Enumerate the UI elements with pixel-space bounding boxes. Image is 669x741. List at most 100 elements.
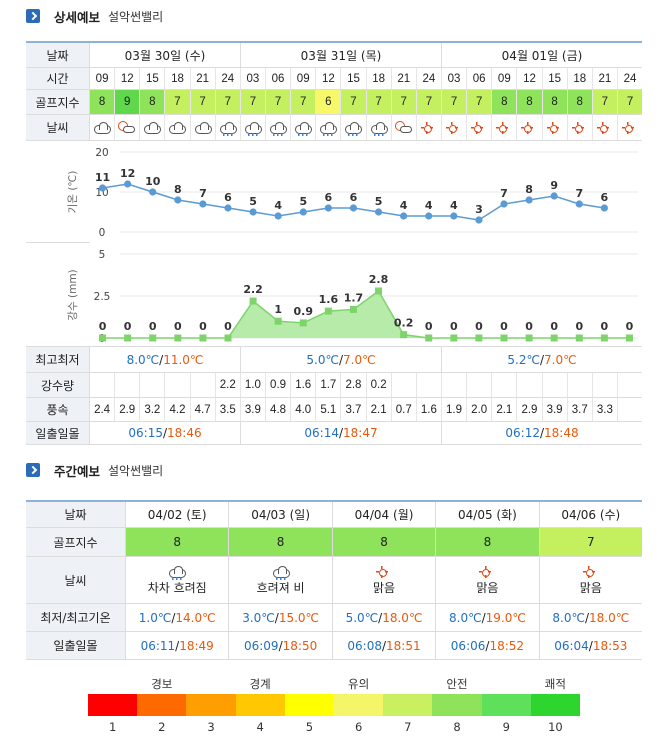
weekly-weather-cell: 맑음 xyxy=(436,557,540,603)
legend-swatch xyxy=(481,694,531,716)
golf-index-cell: 7 xyxy=(291,90,317,114)
sun-icon xyxy=(445,121,463,135)
weekly-min-temp: 8.0℃ xyxy=(552,610,585,625)
rain-point xyxy=(525,334,533,342)
day-header-2: 04월 01일 (금) xyxy=(501,48,583,63)
rain-snow-icon xyxy=(168,565,186,580)
time-cell: 21 xyxy=(392,68,417,89)
rain-amount-cell: 2.2 xyxy=(216,373,241,397)
separator: / xyxy=(175,638,180,653)
golf-index-cell: 8 xyxy=(90,90,116,114)
wind-cell: 2.4 xyxy=(90,398,116,421)
temp-point xyxy=(425,212,433,220)
legend-swatch xyxy=(186,694,236,716)
rain-value-label: 0 xyxy=(149,320,157,333)
sun-icon xyxy=(470,121,488,135)
rain-point xyxy=(425,334,433,342)
section-arrow-icon xyxy=(26,463,40,477)
separator: / xyxy=(171,610,176,625)
temp-value-label: 4 xyxy=(425,199,433,212)
wind-label: 풍속 xyxy=(26,398,90,421)
rain-amount-cell xyxy=(417,373,442,397)
rain-amount-cell xyxy=(165,373,191,397)
detail-forecast-table: 날짜 03월 30일 (수) 03월 31일 (목) 04월 01일 (금) 시간 … xyxy=(26,41,643,141)
weekly-min-temp: 5.0℃ xyxy=(345,610,379,625)
temp-point xyxy=(124,180,132,188)
wind-cell: 2.0 xyxy=(467,398,493,421)
minmax-cells: 8.0℃/11.0℃ 5.0℃/7.0℃ 5.2℃/7.0℃ xyxy=(90,347,642,372)
weekly-forecast-table: 날짜 04/02 (토) 04/03 (일) 04/04 (월) 04/05 (화) 0… xyxy=(26,500,643,660)
rain-value-label: 1.6 xyxy=(319,293,339,306)
time-cell: 03 xyxy=(442,68,468,89)
weekly-sun-row: 일출일몰 06:11/18:49 06:09/18:50 06:08/18:51 06… xyxy=(26,632,642,660)
golf-index-cell: 7 xyxy=(592,90,618,114)
weather-cell xyxy=(417,115,442,140)
rain-point xyxy=(625,334,633,342)
golf-index-cell: 7 xyxy=(190,90,216,114)
weather-cell xyxy=(341,115,367,140)
time-cell: 12 xyxy=(517,68,543,89)
rain-point xyxy=(249,297,257,305)
weekly-weather-row: 날씨 차차 흐려짐 흐려져 비 맑음 맑음 맑음 xyxy=(26,557,642,604)
temp-point xyxy=(475,216,483,224)
weekly-date-cell: 04/02 (토) xyxy=(126,502,230,527)
rain-amount-cell: 0.2 xyxy=(367,373,392,397)
rain-area xyxy=(102,290,630,338)
time-cell: 24 xyxy=(216,68,241,89)
temp-point xyxy=(274,212,282,220)
minmax-row: 최고최저 8.0℃/11.0℃ 5.0℃/7.0℃ 5.2℃/7.0℃ xyxy=(26,347,642,373)
wind-row: 풍속 2.4 2.9 3.2 4.2 4.7 3.5 3.9 4.8 4.0 5.1 3.7 2.1 0… xyxy=(26,398,642,422)
legend-category: 안전 xyxy=(446,677,468,691)
rain-value-label: 0.2 xyxy=(394,317,414,330)
weekly-max-temp: 14.0℃ xyxy=(175,610,216,625)
rain-point xyxy=(450,334,458,342)
weekly-place: 설악썬밸리 xyxy=(108,463,164,478)
rain-point xyxy=(274,317,282,325)
golf-index-cell: 7 xyxy=(467,90,493,114)
rain-chart: 5 2.5 0 강수 (mm) 0 0 0 0 0 0 2.2 1 0.9 1.6 1.7 2.8 0.2 0 0 0… xyxy=(26,243,642,347)
weather-cell xyxy=(568,115,593,140)
rain-value-label: 2.8 xyxy=(369,273,389,286)
weekly-golf-cell: 8 xyxy=(436,528,540,556)
date-row: 날짜 03월 30일 (수) 03월 31일 (목) 04월 01일 (금) xyxy=(26,43,642,68)
temp-point xyxy=(525,196,533,204)
temp-point xyxy=(374,208,383,216)
temp-tick-label: 0 xyxy=(99,227,106,239)
time-cell: 15 xyxy=(341,68,367,89)
rain-icon xyxy=(219,121,237,136)
rain-amount-cell xyxy=(467,373,493,397)
golf-index-cell: 7 xyxy=(341,90,367,114)
rain-amount-cell xyxy=(492,373,518,397)
weekly-date-cell: 04/05 (화) xyxy=(436,502,540,527)
rain-point xyxy=(550,334,558,342)
weekly-date-cell: 04/06 (수) xyxy=(561,508,621,522)
rain-value-label: 0 xyxy=(199,320,207,333)
sunrise: 06:15 xyxy=(128,426,163,440)
temp-value-label: 6 xyxy=(224,191,232,204)
temp-value-label: 7 xyxy=(575,187,583,200)
legend-swatch xyxy=(235,694,285,716)
detail-section-header: 상세예보 설악썬밸리 xyxy=(26,7,163,25)
rain-amount-cell xyxy=(593,373,618,397)
time-cells: 09 12 15 18 21 24 03 06 09 12 15 18 21 24 03 06 09 12 15 18… xyxy=(90,68,642,89)
wind-cell: 3.3 xyxy=(593,398,618,421)
rain-value-label: 0 xyxy=(575,320,583,333)
weekly-temp-cell: 1.0℃/14.0℃ xyxy=(126,604,230,631)
golf-index-cell: 6 xyxy=(316,90,342,114)
time-cell: 18 xyxy=(568,68,593,89)
legend-swatch xyxy=(88,694,138,716)
legend-level: 1 xyxy=(108,720,117,734)
golf-index-cell: 7 xyxy=(240,90,266,114)
section-arrow-icon xyxy=(26,9,40,23)
weekly-sunset: 18:49 xyxy=(179,638,214,653)
rain-amount-cell: 0.9 xyxy=(266,373,292,397)
rain-value-label: 2.2 xyxy=(243,283,263,296)
weather-cells xyxy=(90,115,642,140)
minmax-cell-0: 8.0℃/11.0℃ xyxy=(90,347,241,372)
wind-cells: 2.4 2.9 3.2 4.2 4.7 3.5 3.9 4.8 4.0 5.1 3.7 2.1 0.7 1… xyxy=(90,398,642,421)
rain-amount-cell xyxy=(392,373,417,397)
rain-point xyxy=(375,287,383,295)
rain-value-label: 0 xyxy=(224,320,232,333)
golf-index-cell: 8 xyxy=(517,90,543,114)
temp-value-label: 6 xyxy=(601,191,609,204)
